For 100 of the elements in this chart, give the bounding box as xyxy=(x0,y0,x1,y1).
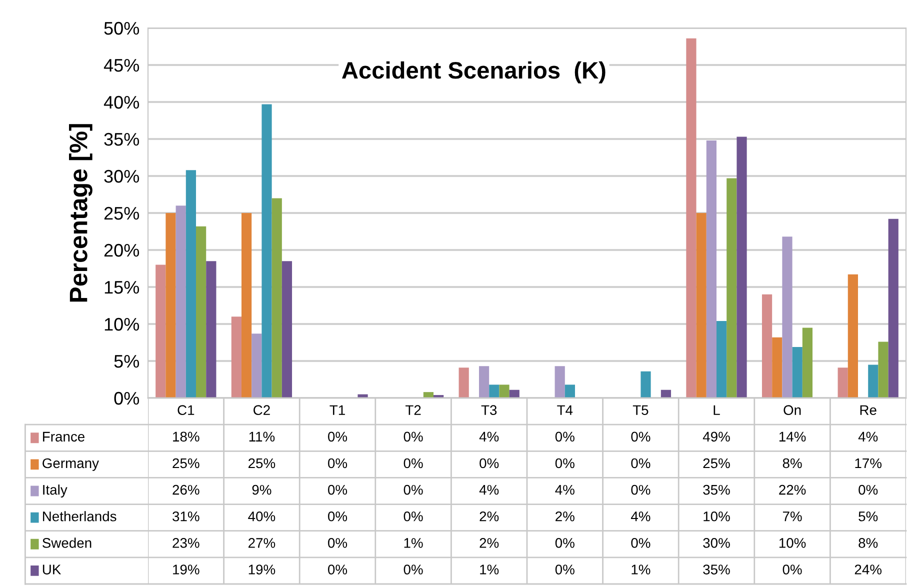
bar xyxy=(716,321,727,398)
bar xyxy=(696,213,706,398)
data-label: 0% xyxy=(555,432,574,442)
bar xyxy=(686,38,696,398)
data-label: 0% xyxy=(631,538,650,548)
data-label: 10% xyxy=(779,538,806,548)
x-tick-label: T5 xyxy=(632,405,648,416)
data-label: 26% xyxy=(172,484,200,495)
data-label: 35% xyxy=(703,564,730,574)
bar xyxy=(838,368,848,398)
data-label: 2% xyxy=(480,538,499,548)
data-label: 49% xyxy=(702,432,730,442)
bar xyxy=(878,342,888,398)
data-label: 27% xyxy=(248,538,276,548)
bar xyxy=(489,384,500,398)
y-axis-title: Percentage [%] xyxy=(69,124,92,302)
data-label: 18% xyxy=(173,432,200,442)
data-label: 0% xyxy=(631,484,650,495)
x-tick-label: On xyxy=(784,405,801,416)
legend-label: Germany xyxy=(42,458,99,471)
y-tick-label: 20% xyxy=(104,244,140,257)
data-label: 0% xyxy=(328,511,348,522)
data-label: 0% xyxy=(404,484,423,495)
data-label: 25% xyxy=(172,458,200,468)
bar xyxy=(423,392,434,398)
data-label: 17% xyxy=(855,458,882,468)
bar xyxy=(509,390,520,398)
data-label: 0% xyxy=(480,458,499,468)
x-tick-label: C2 xyxy=(254,405,270,416)
bar xyxy=(792,346,802,398)
data-label: 0% xyxy=(631,432,650,442)
data-label: 24% xyxy=(854,564,882,574)
bar xyxy=(196,226,206,398)
legend-label: Netherlands xyxy=(43,511,116,522)
data-label: 22% xyxy=(779,484,806,495)
data-label: 35% xyxy=(703,484,730,495)
data-label: 11% xyxy=(249,432,275,442)
data-label: 19% xyxy=(248,564,276,574)
data-label: 4% xyxy=(479,432,499,442)
y-tick-label: 35% xyxy=(104,132,140,146)
legend-label: UK xyxy=(42,564,62,574)
data-label: 0% xyxy=(328,564,348,574)
x-tick-label: T1 xyxy=(330,405,345,415)
data-label: 5% xyxy=(858,512,878,522)
data-label: 25% xyxy=(703,458,730,468)
legend-label: France xyxy=(43,432,84,442)
data-label: 4% xyxy=(630,512,650,522)
bar xyxy=(499,384,510,398)
bar xyxy=(156,264,166,398)
data-label: 4% xyxy=(555,484,574,495)
data-label: 0% xyxy=(328,458,348,468)
data-label: 8% xyxy=(782,458,802,468)
text: Accident Scenarios (K) xyxy=(342,61,606,84)
x-tick-label: Re xyxy=(860,405,876,416)
data-label: 23% xyxy=(172,538,200,548)
bar xyxy=(640,371,651,398)
bar xyxy=(186,170,196,398)
bar xyxy=(706,140,716,398)
bar xyxy=(241,213,252,398)
y-tick-label: 50% xyxy=(104,22,140,35)
data-label: 25% xyxy=(248,458,276,468)
bar xyxy=(726,178,737,398)
bar xyxy=(262,104,272,398)
data-label: 0% xyxy=(858,484,878,495)
data-label: 0% xyxy=(328,484,348,495)
y-tick-label: 45% xyxy=(104,59,140,72)
bar xyxy=(176,206,186,398)
legend-label: Sweden xyxy=(42,538,92,548)
bar xyxy=(554,366,565,398)
data-label: 0% xyxy=(555,458,574,468)
y-tick-label: 10% xyxy=(104,318,140,331)
data-label: 10% xyxy=(704,511,730,522)
x-tick-label: T3 xyxy=(481,405,497,416)
bar xyxy=(888,218,898,398)
bar xyxy=(166,213,176,398)
data-label: 19% xyxy=(173,564,200,574)
data-label: 0% xyxy=(404,564,423,574)
bar xyxy=(848,274,858,398)
data-label: 2% xyxy=(480,511,499,522)
bar xyxy=(231,316,242,398)
x-tick-label: L xyxy=(714,405,720,415)
bar xyxy=(252,334,262,398)
bar xyxy=(736,136,747,398)
x-tick-label: C1 xyxy=(178,405,194,416)
data-label: 9% xyxy=(252,484,272,495)
y-tick-label: 5% xyxy=(114,355,140,368)
bar xyxy=(478,366,490,398)
data-label: 40% xyxy=(248,511,276,522)
data-label: 0% xyxy=(404,432,423,442)
y-tick-label: 25% xyxy=(104,206,140,220)
bar xyxy=(272,198,282,398)
data-label: 8% xyxy=(858,538,878,548)
bar xyxy=(868,364,878,398)
data-label: 4% xyxy=(858,432,878,442)
data-label: 14% xyxy=(779,432,806,442)
data-label: 0% xyxy=(555,538,574,548)
x-tick-label: T4 xyxy=(557,405,573,415)
data-label: 1% xyxy=(632,564,650,574)
bar xyxy=(802,328,813,398)
data-label: 0% xyxy=(631,458,650,468)
